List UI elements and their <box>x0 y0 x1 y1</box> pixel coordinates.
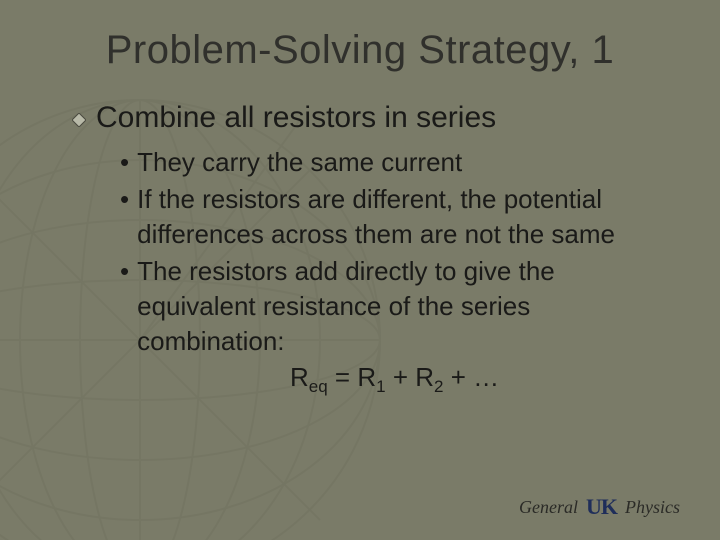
bullet-dot-icon: • <box>120 254 129 289</box>
footer-right-text: Physics <box>625 497 680 518</box>
sub-bullet-text: They carry the same current <box>137 145 462 180</box>
main-bullet-row: Combine all resistors in series <box>72 101 672 135</box>
formula-r2-base: R <box>415 362 434 392</box>
sub-bullet-item: • If the resistors are different, the po… <box>120 182 662 252</box>
bullet-dot-icon: • <box>120 182 129 217</box>
uk-logo: UK <box>584 494 619 520</box>
main-bullet-text: Combine all resistors in series <box>96 101 496 135</box>
sub-bullet-item: • The resistors add directly to give the… <box>120 254 662 359</box>
content-area: Combine all resistors in series • They c… <box>48 101 672 397</box>
slide-container: Problem-Solving Strategy, 1 Combine all … <box>0 0 720 540</box>
formula-lhs-base: R <box>290 362 309 392</box>
formula-r1-base: R <box>357 362 376 392</box>
sub-bullet-text: The resistors add directly to give the e… <box>137 254 662 359</box>
slide-title: Problem-Solving Strategy, 1 <box>48 28 672 73</box>
formula-plus1: + <box>386 362 416 392</box>
formula-lhs-sub: eq <box>309 377 328 396</box>
formula-plus2: + … <box>443 362 499 392</box>
diamond-bullet-icon <box>72 113 86 127</box>
equation-text: Req = R1 + R2 + … <box>120 362 662 397</box>
formula-r1-sub: 1 <box>376 377 385 396</box>
footer-left-text: General <box>519 497 578 518</box>
formula-eq: = <box>328 362 358 392</box>
footer: General UK Physics <box>519 494 680 520</box>
bullet-dot-icon: • <box>120 145 129 180</box>
sub-bullet-text: If the resistors are different, the pote… <box>137 182 662 252</box>
sub-bullet-item: • They carry the same current <box>120 145 662 180</box>
sub-bullet-list: • They carry the same current • If the r… <box>72 145 672 397</box>
